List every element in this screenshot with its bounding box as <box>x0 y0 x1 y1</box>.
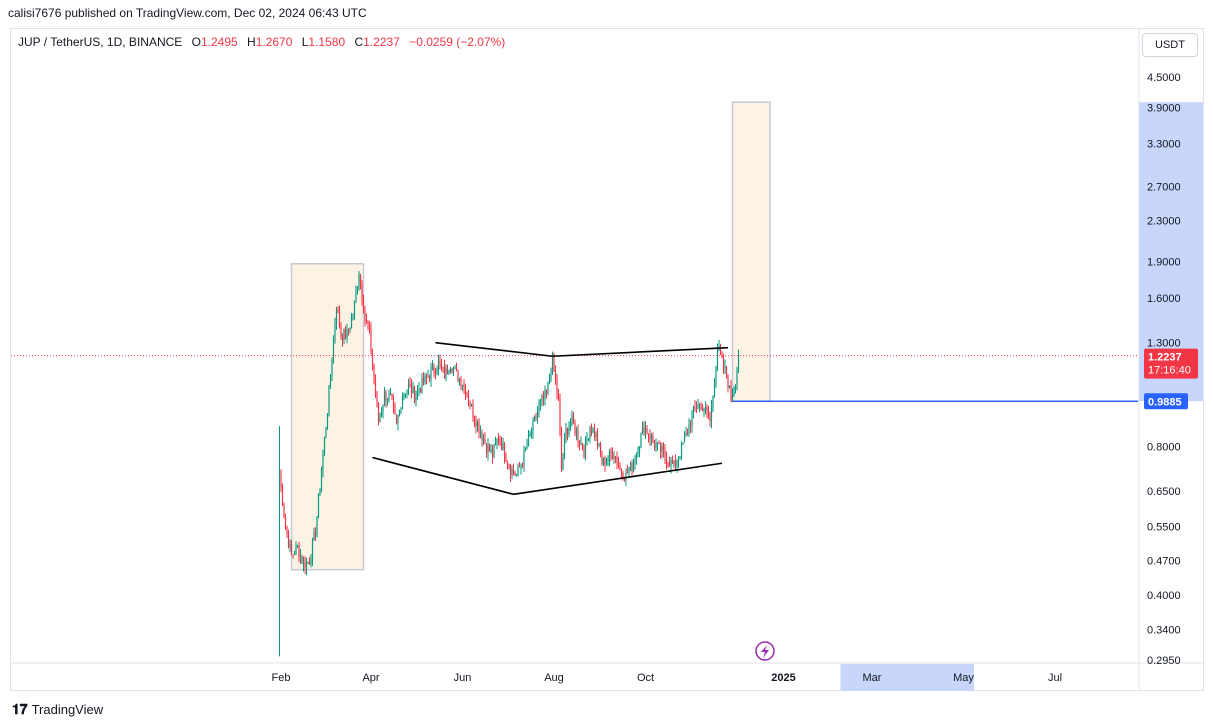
low-value: 1.1580 <box>308 35 346 49</box>
published-line: calisi7676 published on TradingView.com,… <box>8 6 367 20</box>
tradingview-logo-icon: 𝟏𝟕 <box>12 701 28 717</box>
tradingview-logo-text: TradingView <box>31 702 104 717</box>
low-label: L <box>301 35 309 49</box>
close-label: C <box>354 35 364 49</box>
chart-frame[interactable] <box>10 28 1204 691</box>
symbol-legend: JUP / TetherUS, 1D, BINANCE O1.2495 H1.2… <box>18 35 505 49</box>
change-value: −0.0259 (−2.07%) <box>409 35 506 49</box>
close-value: 1.2237 <box>363 35 400 49</box>
symbol-title[interactable]: JUP / TetherUS, 1D, BINANCE <box>18 35 183 49</box>
currency-button[interactable]: USDT <box>1142 33 1198 57</box>
open-value: 1.2495 <box>200 35 238 49</box>
high-label: H <box>247 35 256 49</box>
high-value: 1.2670 <box>255 35 293 49</box>
tradingview-logo[interactable]: 𝟏𝟕 TradingView <box>12 701 103 718</box>
open-label: O <box>191 35 201 49</box>
